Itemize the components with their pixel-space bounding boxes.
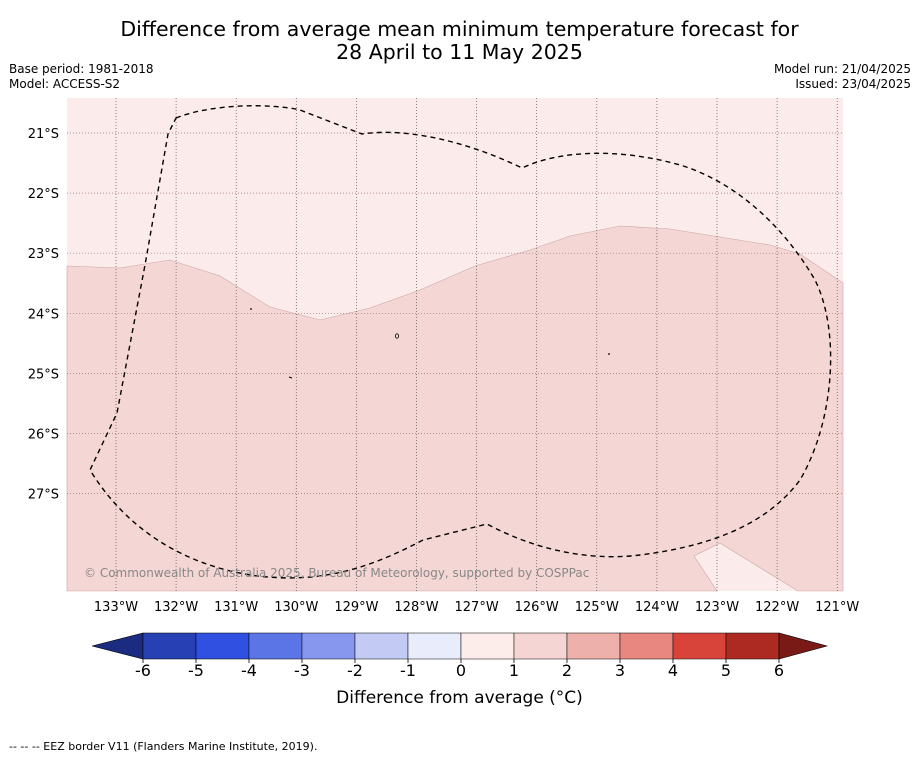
colorbar-bin <box>672 632 727 660</box>
colorbar-tick-label: -5 <box>188 661 204 680</box>
latitude-label: 26°S <box>28 428 59 443</box>
latitude-label: 23°S <box>28 247 59 262</box>
colorbar-bin <box>725 632 780 660</box>
latitude-label: 25°S <box>28 367 59 382</box>
island <box>608 353 610 355</box>
latitude-label: 22°S <box>28 187 59 202</box>
longitude-label: 129°W <box>334 600 378 615</box>
meta-left: Base period: 1981-2018 Model: ACCESS-S2 <box>9 62 154 92</box>
title-line-2: 28 April to 11 May 2025 <box>336 40 583 64</box>
warm-anomaly-region <box>66 225 844 592</box>
meta-right: Model run: 21/04/2025 Issued: 23/04/2025 <box>774 62 911 92</box>
island <box>288 376 293 379</box>
map-title: Difference from average mean minimum tem… <box>0 18 919 64</box>
island <box>250 308 252 310</box>
longitude-label: 122°W <box>755 600 799 615</box>
colorbar-bin <box>619 632 674 660</box>
colorbar-bin <box>566 632 621 660</box>
colorbar-tick-label: -2 <box>347 661 363 680</box>
colorbar-tick-label: 6 <box>774 661 784 680</box>
copyright-text: © Commonwealth of Australia 2025, Bureau… <box>84 566 589 580</box>
latitude-label: 27°S <box>28 488 59 503</box>
colorbar-extend-high <box>778 632 829 660</box>
colorbar-tick-label: 3 <box>615 661 625 680</box>
footer-legend: -- -- -- EEZ border V11 (Flanders Marine… <box>9 740 318 753</box>
longitude-label: 125°W <box>575 600 619 615</box>
colorbar-tick-label: -1 <box>400 661 416 680</box>
colorbar-tick-label: -6 <box>135 661 151 680</box>
colorbar-bin <box>460 632 515 660</box>
graticule <box>67 98 843 591</box>
colorbar-tick-label: -4 <box>241 661 257 680</box>
longitude-label: 126°W <box>515 600 559 615</box>
longitude-label: 132°W <box>154 600 198 615</box>
colorbar-bin <box>407 632 462 660</box>
longitude-label: 124°W <box>635 600 679 615</box>
base-period: Base period: 1981-2018 <box>9 62 154 76</box>
eez-border <box>89 105 832 579</box>
longitude-label: 127°W <box>455 600 499 615</box>
colorbar-tick-label: 2 <box>562 661 572 680</box>
colorbar-bin <box>354 632 409 660</box>
model-run: Model run: 21/04/2025 <box>773 62 911 76</box>
colorbar-ticks: -6 -5 -4 -3 -2 -1 0 1 2 3 4 5 6 <box>135 659 784 680</box>
colorbar-tick-label: 0 <box>456 661 466 680</box>
colorbar <box>91 632 829 660</box>
colorbar-tick-label: -3 <box>294 661 310 680</box>
island <box>394 333 399 339</box>
model-name: Model: ACCESS-S2 <box>9 77 121 91</box>
longitude-labels: 133°W 132°W 131°W 130°W 129°W 128°W 127°W 126°W… <box>94 600 860 615</box>
colorbar-bin <box>301 632 356 660</box>
longitude-label: 131°W <box>214 600 258 615</box>
colorbar-tick-label: 1 <box>509 661 519 680</box>
colorbar-bin <box>195 632 250 660</box>
longitude-label: 123°W <box>695 600 739 615</box>
longitude-label: 121°W <box>815 600 859 615</box>
colorbar-bin <box>248 632 303 660</box>
colorbar-bin <box>142 632 197 660</box>
islands <box>250 308 610 379</box>
longitude-label: 128°W <box>394 600 438 615</box>
title-line-1: Difference from average mean minimum tem… <box>120 17 799 41</box>
colorbar-tick-label: 4 <box>668 661 678 680</box>
latitude-label: 24°S <box>28 307 59 322</box>
colorbar-extend-low <box>91 632 144 660</box>
latitude-label: 21°S <box>28 127 59 142</box>
colorbar-tick-label: 5 <box>721 661 731 680</box>
longitude-label: 130°W <box>274 600 318 615</box>
colorbar-label: Difference from average (°C) <box>336 688 583 708</box>
latitude-labels: 21°S 22°S 23°S 24°S 25°S 26°S 27°S <box>28 127 59 503</box>
longitude-label: 133°W <box>94 600 138 615</box>
colorbar-bin <box>513 632 568 660</box>
issued-date: Issued: 23/04/2025 <box>795 77 911 91</box>
